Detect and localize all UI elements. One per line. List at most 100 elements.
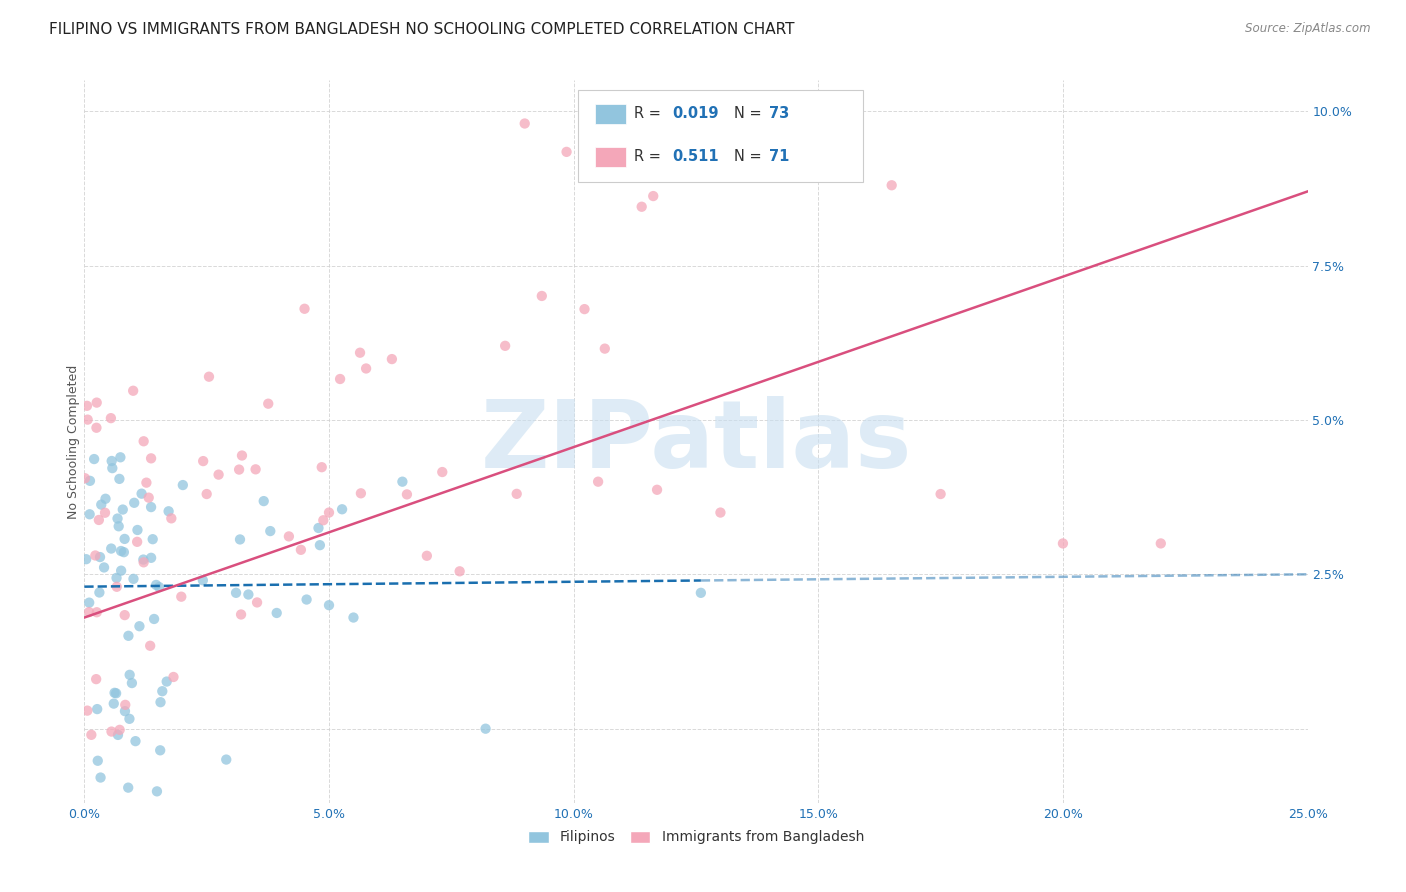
Point — [76, 399, 98, 413]
Point — [1150, 536, 1173, 550]
Point — [311, 460, 333, 475]
Point — [127, 523, 149, 537]
Point — [191, 574, 214, 588]
Point — [110, 544, 132, 558]
Point — [593, 342, 616, 356]
Text: R =: R = — [634, 106, 665, 120]
Point — [277, 529, 299, 543]
Point — [107, 511, 129, 525]
Point — [150, 684, 173, 698]
Point — [342, 610, 364, 624]
Text: 71: 71 — [769, 149, 789, 163]
Point — [330, 502, 353, 516]
Point — [105, 580, 128, 594]
Point — [253, 494, 276, 508]
Point — [381, 352, 404, 367]
Point — [266, 606, 288, 620]
Point — [172, 478, 194, 492]
Point — [530, 289, 553, 303]
Point — [75, 552, 97, 566]
Text: FILIPINO VS IMMIGRANTS FROM BANGLADESH NO SCHOOLING COMPLETED CORRELATION CHART: FILIPINO VS IMMIGRANTS FROM BANGLADESH N… — [49, 22, 794, 37]
Point — [94, 491, 117, 506]
Point — [238, 587, 260, 601]
Point — [122, 384, 145, 398]
Text: 0.019: 0.019 — [672, 106, 718, 120]
Point — [103, 686, 125, 700]
Point — [86, 605, 108, 619]
Point — [645, 483, 668, 497]
Point — [77, 596, 100, 610]
Point — [555, 145, 578, 159]
Point — [79, 474, 101, 488]
Point — [295, 592, 318, 607]
Point — [228, 462, 250, 476]
Point — [505, 487, 527, 501]
Text: 0.511: 0.511 — [672, 149, 718, 163]
Point — [149, 695, 172, 709]
Point — [145, 578, 167, 592]
Point — [349, 345, 371, 359]
Point — [128, 619, 150, 633]
Point — [160, 511, 183, 525]
Point — [416, 549, 439, 563]
Point — [709, 506, 731, 520]
Point — [929, 487, 952, 501]
Point — [132, 552, 155, 566]
Point — [143, 612, 166, 626]
Point — [77, 605, 100, 619]
Point — [127, 534, 149, 549]
Point — [318, 506, 340, 520]
Point — [90, 498, 112, 512]
Point — [259, 524, 281, 538]
Text: R =: R = — [634, 149, 665, 163]
Text: N =: N = — [734, 106, 766, 120]
Point — [114, 532, 136, 546]
Point — [329, 372, 352, 386]
Point — [107, 728, 129, 742]
Point — [309, 538, 332, 552]
Point — [118, 712, 141, 726]
Point — [586, 475, 609, 489]
Point — [90, 771, 112, 785]
Point — [308, 521, 330, 535]
Point — [100, 724, 122, 739]
Point — [513, 116, 536, 130]
Point — [124, 734, 146, 748]
Point — [86, 421, 108, 435]
Point — [93, 560, 115, 574]
Y-axis label: No Schooling Completed: No Schooling Completed — [66, 365, 80, 518]
Point — [246, 595, 269, 609]
Point — [86, 702, 108, 716]
Point — [114, 704, 136, 718]
Point — [105, 571, 128, 585]
Point — [215, 753, 238, 767]
Point — [494, 339, 516, 353]
Point — [105, 686, 128, 700]
Point — [257, 397, 280, 411]
Point — [108, 723, 131, 737]
Point — [229, 533, 252, 547]
Point — [84, 549, 107, 563]
Point — [76, 704, 98, 718]
Text: ZIPatlas: ZIPatlas — [481, 395, 911, 488]
Point — [101, 461, 124, 475]
Point — [350, 486, 373, 500]
Point — [83, 452, 105, 467]
Point — [89, 550, 111, 565]
Point — [318, 598, 340, 612]
Point — [86, 395, 108, 409]
Point — [94, 506, 117, 520]
Point — [432, 465, 454, 479]
Point — [139, 451, 162, 466]
Point — [148, 580, 170, 594]
Point — [474, 722, 496, 736]
Point — [1052, 536, 1074, 550]
Text: Source: ZipAtlas.com: Source: ZipAtlas.com — [1246, 22, 1371, 36]
Point — [110, 564, 132, 578]
Point — [89, 585, 111, 599]
Point — [139, 639, 162, 653]
Point — [207, 467, 229, 482]
Point — [131, 486, 153, 500]
Point — [135, 475, 157, 490]
Point — [245, 462, 267, 476]
